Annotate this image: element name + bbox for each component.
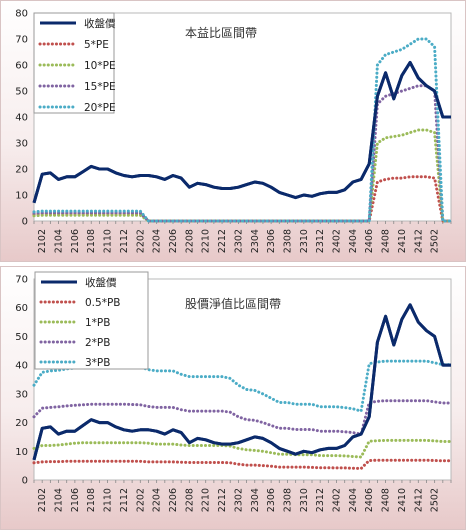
pb-y-tick-label: 20 bbox=[15, 418, 28, 429]
pe-x-tick-label: 2406 bbox=[364, 229, 375, 253]
pb-legend bbox=[34, 271, 149, 370]
pe-title: 本益比區間帶 bbox=[185, 26, 257, 40]
pe-x-tick-label: 2410 bbox=[397, 229, 408, 253]
pe-x-tick-label: 2112 bbox=[119, 229, 130, 253]
pb-x-tick-label: 2202 bbox=[135, 488, 146, 512]
pb-y-tick-label: 50 bbox=[15, 332, 28, 343]
pe-x-tick-label: 2402 bbox=[332, 229, 343, 253]
pe-y-tick-label: 60 bbox=[15, 61, 28, 72]
pb-legend-label-4: 3*PB bbox=[85, 357, 110, 369]
pe-band-chart-panel: 0 10 20 30 40 50 60 70 80 2102 2104 2106 2108 2110 211… bbox=[0, 0, 466, 262]
pb-x-tick-label: 2304 bbox=[250, 488, 261, 512]
pe-x-tick-label: 2210 bbox=[201, 229, 212, 253]
pb-y-tick-label: 0 bbox=[22, 476, 28, 487]
pb-x-tick-label: 2308 bbox=[282, 488, 293, 512]
pe-x-tick-label: 2502 bbox=[430, 229, 441, 253]
pb-x-tick-label: 2110 bbox=[103, 488, 114, 512]
pb-y-tick-label: 30 bbox=[15, 389, 28, 400]
pe-x-tick-label: 2108 bbox=[86, 229, 97, 253]
pb-x-tick-label: 2406 bbox=[364, 488, 375, 512]
pe-x-tick-label: 2306 bbox=[266, 229, 277, 253]
pb-x-tick-label: 2410 bbox=[397, 488, 408, 512]
pb-x-tick-label: 2208 bbox=[184, 488, 195, 512]
pb-x-tick-label: 2102 bbox=[37, 488, 48, 512]
pe-y-tick-label: 20 bbox=[15, 165, 28, 176]
pb-x-tick-label: 2404 bbox=[348, 488, 359, 512]
pe-x-tick-label: 2204 bbox=[152, 229, 163, 253]
pb-x-tick-label: 2408 bbox=[381, 488, 392, 512]
pe-x-tick-label: 2408 bbox=[381, 229, 392, 253]
pe-x-tick-label: 2302 bbox=[233, 229, 244, 253]
pe-x-tick-label: 2212 bbox=[217, 229, 228, 253]
pe-y-tick-label: 80 bbox=[15, 9, 28, 20]
pb-series-2-line bbox=[32, 438, 453, 459]
pb-x-tick-label: 2212 bbox=[217, 488, 228, 512]
pb-legend-label-1: 0.5*PB bbox=[85, 297, 120, 309]
pe-x-tick-label: 2102 bbox=[37, 229, 48, 253]
pb-y-tick-label: 10 bbox=[15, 447, 28, 458]
pe-band-chart: 0 10 20 30 40 50 60 70 80 2102 2104 2106 2108 2110 211… bbox=[15, 9, 453, 253]
pb-x-tick-label: 2108 bbox=[86, 488, 97, 512]
pe-x-tick-label: 2304 bbox=[250, 229, 261, 253]
pb-series-1-line bbox=[32, 458, 453, 470]
pb-x-tick-label: 2104 bbox=[54, 488, 65, 512]
pb-legend-label-2: 1*PB bbox=[85, 317, 110, 329]
pb-y-tick-label: 40 bbox=[15, 361, 28, 372]
pe-legend bbox=[33, 12, 115, 114]
pb-x-tick-label: 2302 bbox=[233, 488, 244, 512]
pe-legend-label-1: 5*PE bbox=[84, 39, 109, 51]
pb-close-line bbox=[32, 303, 451, 461]
pe-x-tick-label: 2312 bbox=[315, 229, 326, 253]
pe-x-tick-label: 2404 bbox=[348, 229, 359, 253]
pe-y-tick-label: 50 bbox=[15, 87, 28, 98]
pb-x-tick-label: 2412 bbox=[413, 488, 424, 512]
pe-y-tick-label: 40 bbox=[15, 113, 28, 124]
pb-x-tick-label: 2210 bbox=[201, 488, 212, 512]
pe-legend-label-2: 10*PE bbox=[84, 60, 116, 72]
pb-x-tick-label: 2312 bbox=[315, 488, 326, 512]
pe-x-tick-label: 2310 bbox=[299, 229, 310, 253]
pe-y-tick-label: 30 bbox=[15, 139, 28, 150]
pb-band-chart-panel: 0 10 20 30 40 50 60 70 2102 2104 2106 2108 2110 2112 2… bbox=[0, 266, 466, 530]
pe-x-tick-label: 2106 bbox=[70, 229, 81, 253]
pe-y-tick-label: 70 bbox=[15, 35, 28, 46]
pb-y-tick-label: 60 bbox=[15, 303, 28, 314]
pb-x-tick-label: 2112 bbox=[119, 488, 130, 512]
pb-legend-label-3: 2*PB bbox=[85, 337, 110, 349]
pb-x-tick-label: 2106 bbox=[70, 488, 81, 512]
pe-x-tick-label: 2208 bbox=[184, 229, 195, 253]
pb-legend-label-0: 收盤價 bbox=[85, 276, 117, 289]
pe-legend-label-4: 20*PE bbox=[84, 102, 116, 114]
pb-y-tick-label: 70 bbox=[15, 275, 28, 286]
pb-x-tick-label: 2402 bbox=[332, 488, 343, 512]
pe-x-tick-label: 2412 bbox=[413, 229, 424, 253]
pe-close-line bbox=[32, 60, 451, 204]
pb-x-tick-label: 2502 bbox=[430, 488, 441, 512]
pb-x-tick-label: 2306 bbox=[266, 488, 277, 512]
pe-x-tick-label: 2206 bbox=[168, 229, 179, 253]
pb-x-tick-label: 2204 bbox=[152, 488, 163, 512]
pe-x-tick-label: 2202 bbox=[135, 229, 146, 253]
pe-legend-label-3: 15*PE bbox=[84, 81, 116, 93]
pe-y-tick-label: 0 bbox=[22, 217, 28, 228]
pe-x-tick-label: 2308 bbox=[282, 229, 293, 253]
pe-x-tick-label: 2104 bbox=[54, 229, 65, 253]
pb-x-tick-label: 2206 bbox=[168, 488, 179, 512]
pb-band-chart: 0 10 20 30 40 50 60 70 2102 2104 2106 2108 2110 2112 2… bbox=[15, 271, 453, 512]
pe-legend-label-0: 收盤價 bbox=[84, 17, 116, 30]
pb-title: 股價淨值比區間帶 bbox=[185, 296, 281, 311]
pe-y-tick-label: 10 bbox=[15, 191, 28, 202]
pb-x-tick-label: 2310 bbox=[299, 488, 310, 512]
pe-x-tick-label: 2110 bbox=[103, 229, 114, 253]
pb-series-3-line bbox=[32, 399, 453, 436]
pe-series-4-line bbox=[32, 37, 453, 223]
